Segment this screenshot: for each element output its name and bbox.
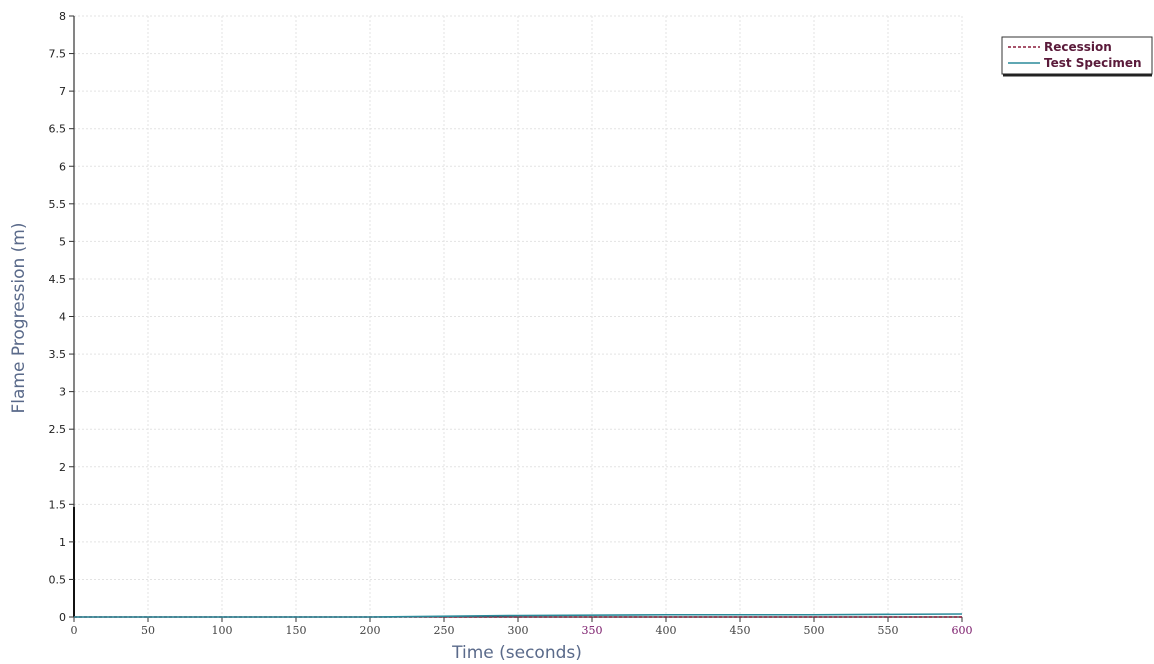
chart-grid: [74, 15, 963, 617]
y-tick-label: 6.5: [49, 123, 67, 136]
y-tick-label: 6: [59, 160, 66, 173]
y-tick-label: 3: [59, 386, 66, 399]
series-line-test-specimen: [74, 613, 963, 618]
y-tick-label: 2: [59, 461, 66, 474]
x-tick-label: 200: [360, 624, 381, 637]
y-tick-label: 7.5: [49, 48, 67, 61]
x-tick-label: 300: [508, 624, 529, 637]
y-axis-ticks: 0 0.5 1 1.5 2 2.5 3 3.5 4 4.5 5 5.5 6 6.5 7 7.5 8: [49, 10, 74, 624]
y-tick-label: 0: [59, 611, 66, 624]
y-tick-label: 0.5: [49, 573, 67, 586]
legend-label-recession: Recession: [1044, 40, 1112, 54]
y-tick-label: 5: [59, 235, 66, 248]
y-axis-title: Flame Progression (m): [9, 222, 29, 413]
x-tick-label: 50: [141, 624, 155, 637]
y-tick-label: 3.5: [49, 348, 67, 361]
x-tick-label: 350: [582, 624, 603, 637]
y-tick-label: 5.5: [49, 198, 67, 211]
y-tick-label: 1.5: [49, 498, 67, 511]
y-tick-label: 4.5: [49, 273, 67, 286]
x-tick-label: 450: [730, 624, 751, 637]
x-tick-label: 250: [434, 624, 455, 637]
y-tick-label: 8: [59, 10, 66, 23]
chart-legend: Recession Test Specimen: [1001, 36, 1153, 77]
legend-box: [1001, 36, 1153, 75]
x-tick-label: 150: [286, 624, 307, 637]
y-tick-label: 4: [59, 311, 66, 324]
x-tick-label: 550: [878, 624, 899, 637]
chart-series: [74, 613, 963, 618]
x-tick-label: 400: [656, 624, 677, 637]
legend-label-test-specimen: Test Specimen: [1044, 56, 1142, 70]
y-tick-label: 1: [59, 536, 66, 549]
x-axis-ticks: 0 50 100 150 200 250 300 350 400 450 500 550 600: [71, 617, 973, 637]
x-tick-label: 100: [212, 624, 233, 637]
x-tick-label: 0: [71, 624, 78, 637]
x-tick-label: 600: [952, 624, 973, 637]
x-tick-label: 500: [804, 624, 825, 637]
x-axis-title: Time (seconds): [451, 643, 582, 663]
y-tick-label: 7: [59, 85, 66, 98]
y-tick-label: 2.5: [49, 423, 67, 436]
